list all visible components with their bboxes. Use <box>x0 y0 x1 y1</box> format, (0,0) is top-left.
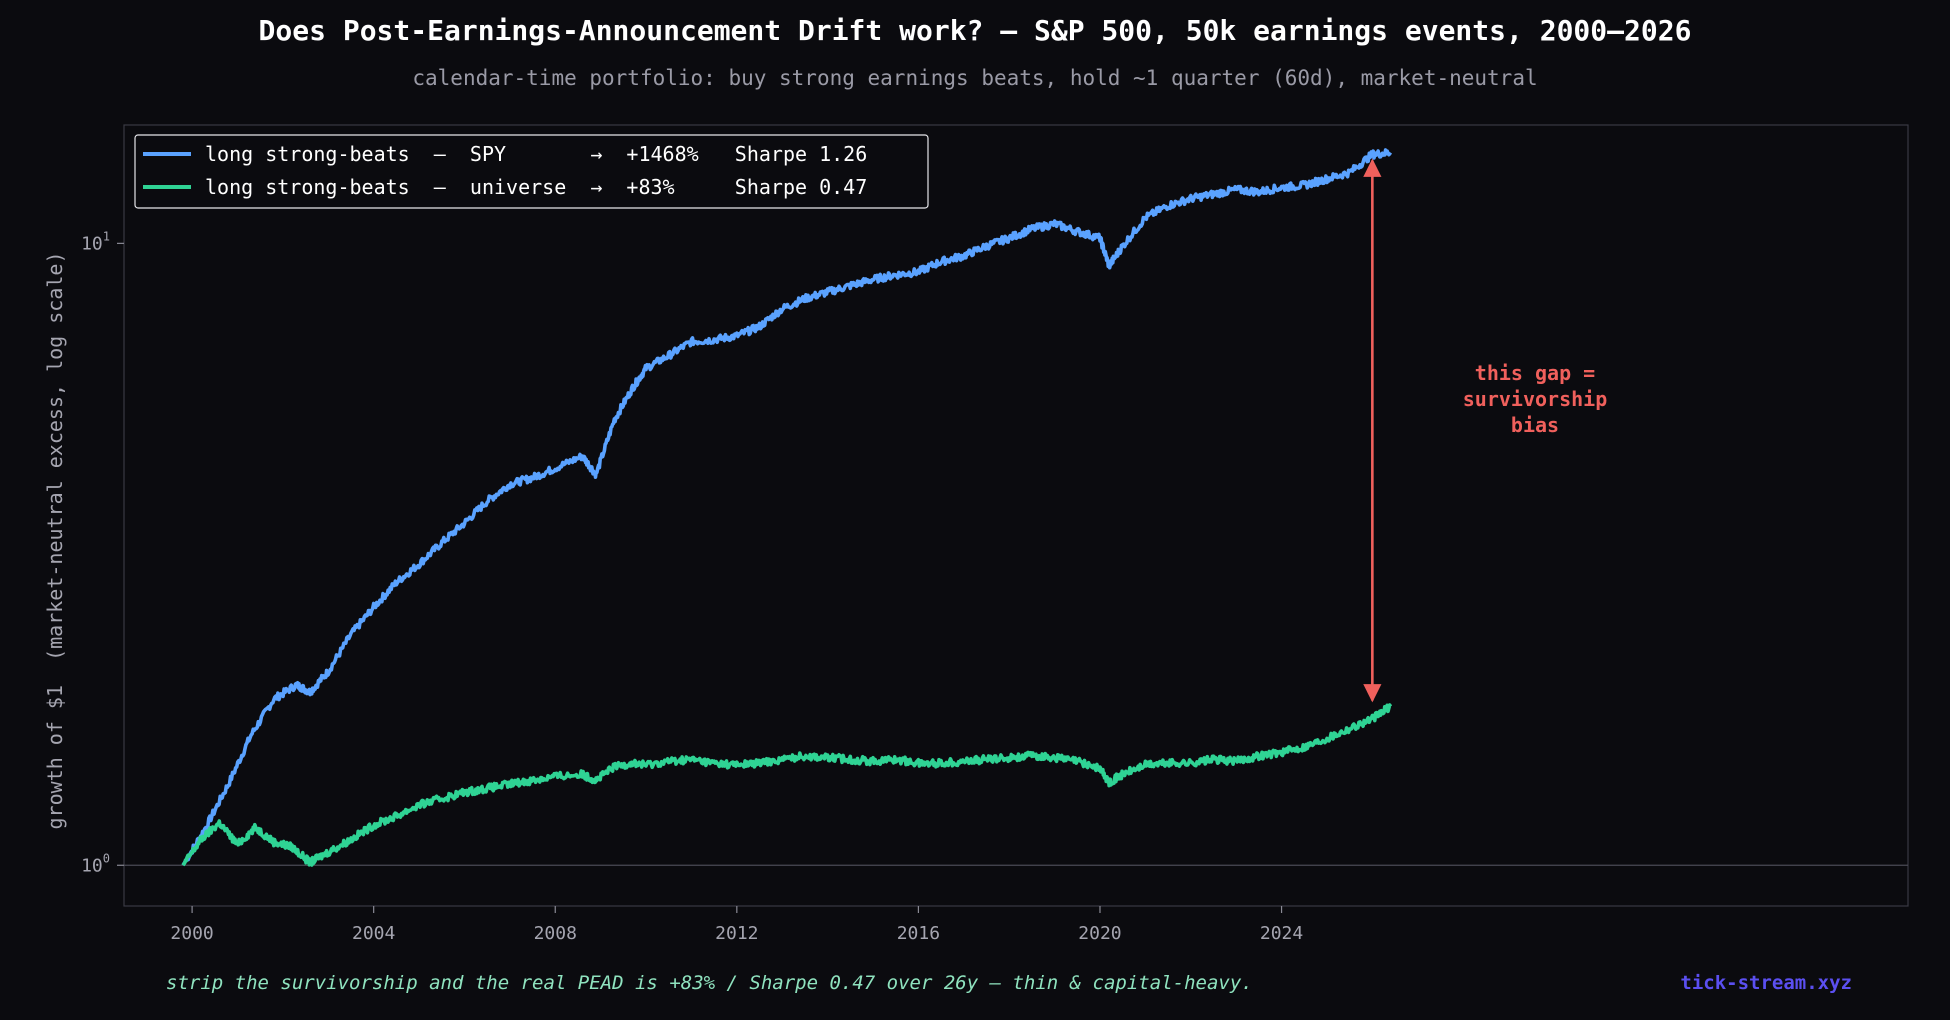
legend-label: long strong-beats – SPY → +1468% Sharpe … <box>205 142 867 166</box>
series-line-spy <box>181 148 1393 867</box>
footer-note: strip the survivorship and the real PEAD… <box>166 972 1253 994</box>
chart-title: Does Post-Earnings-Announcement Drift wo… <box>258 14 1692 47</box>
x-tick-label: 2008 <box>534 923 577 944</box>
gap-annotation-text: this gap = survivorship bias <box>1463 361 1608 437</box>
brand-link[interactable]: tick-stream.xyz <box>1680 972 1852 994</box>
plot-frame <box>123 124 1909 907</box>
x-tick-label: 2004 <box>352 923 395 944</box>
legend-box <box>134 134 929 209</box>
axes: 2000 2004 2008 2012 2016 2020 2024 100 101 growth… <box>43 229 1303 944</box>
series-lines <box>181 148 1393 867</box>
annotation: this gap = survivorship bias <box>1363 158 1608 703</box>
series-line-universe <box>181 703 1393 867</box>
y-axis-label: growth of $1 (market-neutral excess, log… <box>43 252 67 830</box>
chart-subtitle: calendar-time portfolio: buy strong earn… <box>412 66 1538 90</box>
x-tick-label: 2012 <box>715 923 758 944</box>
x-tick-label: 2000 <box>170 923 213 944</box>
plot-area-border <box>123 124 1909 907</box>
legend-label: long strong-beats – universe → +83% Shar… <box>205 175 867 199</box>
y-tick-label: 101 <box>81 229 110 254</box>
y-tick-label: 100 <box>81 851 110 876</box>
x-tick-label: 2020 <box>1078 923 1121 944</box>
x-tick-label: 2024 <box>1260 923 1303 944</box>
legend: long strong-beats – SPY → +1468% Sharpe … <box>134 134 929 209</box>
x-tick-label: 2016 <box>897 923 940 944</box>
